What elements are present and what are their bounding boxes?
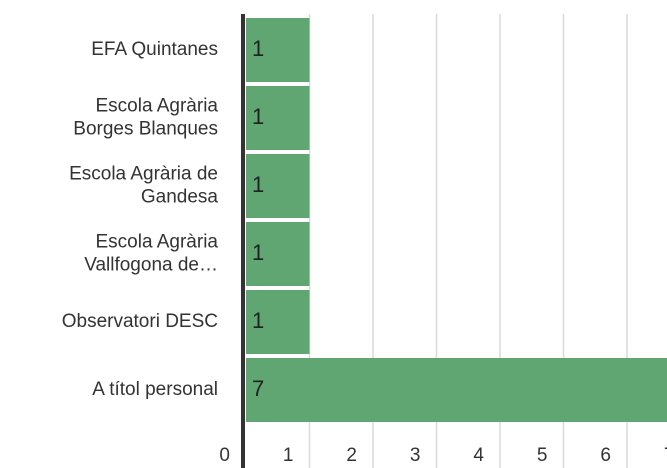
y-tick-label-line: Gandesa — [141, 187, 219, 208]
y-tick-label: Observatori DESC — [62, 311, 218, 332]
x-tick-label: 2 — [346, 445, 357, 466]
x-tick-label: 5 — [537, 445, 548, 466]
bar — [246, 290, 310, 354]
x-tick-label: 4 — [473, 445, 484, 466]
value-label: 1 — [252, 240, 264, 265]
bar — [246, 154, 310, 218]
y-axis-line — [241, 14, 245, 468]
value-label: 1 — [252, 104, 264, 129]
x-tick-label: 3 — [410, 445, 421, 466]
y-tick-label-line: Escola Agrària — [95, 96, 218, 117]
x-tick-label: 0 — [219, 445, 230, 466]
value-label: 1 — [252, 36, 264, 61]
x-tick-label: 7 — [664, 445, 667, 466]
value-label: 7 — [252, 376, 264, 401]
value-label: 1 — [252, 172, 264, 197]
y-tick-label: A títol personal — [92, 379, 218, 400]
y-tick-label: Escola Agrària de Gandesa — [69, 164, 218, 208]
x-tick-label: 1 — [283, 445, 294, 466]
y-tick-label-line: Escola Agrària de — [69, 164, 218, 185]
y-tick-label: Escola Agrària Borges Blanques — [73, 96, 218, 140]
y-tick-label-line: EFA Quintanes — [91, 39, 218, 60]
y-tick-label: EFA Quintanes — [91, 39, 218, 60]
value-label: 1 — [252, 308, 264, 333]
y-tick-label-line: Vallfogona de… — [84, 255, 218, 276]
bar — [246, 86, 310, 150]
y-tick-label-line: Borges Blanques — [73, 119, 218, 140]
bar — [246, 358, 667, 422]
y-tick-label-line: A títol personal — [92, 379, 218, 400]
y-tick-label-line: Observatori DESC — [62, 311, 218, 332]
y-tick-label-line: Escola Agrària — [95, 232, 218, 253]
x-tick-label: 6 — [600, 445, 611, 466]
bar — [246, 222, 310, 286]
y-tick-label: Escola Agrària Vallfogona de… — [84, 232, 218, 276]
bar — [246, 18, 310, 82]
